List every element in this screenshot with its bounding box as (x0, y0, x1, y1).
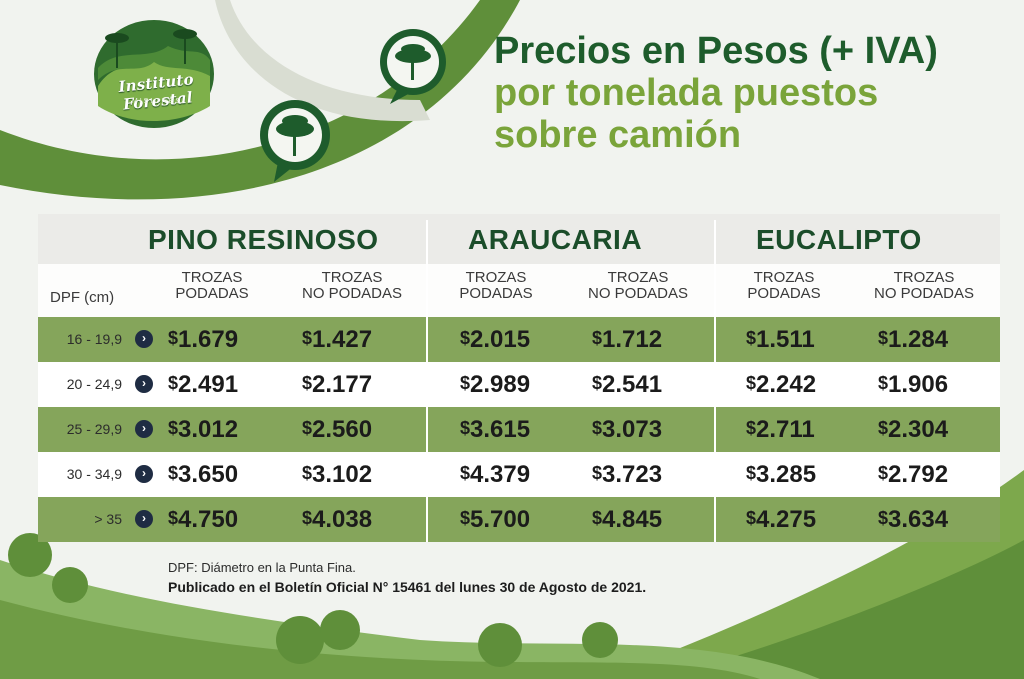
chevron-right-icon: › (135, 510, 153, 528)
page-title: Precios en Pesos (+ IVA) por tonelada pu… (494, 30, 1014, 156)
price-cell: $3.102 (302, 461, 373, 488)
species-eucalipto: EUCALIPTO (756, 224, 922, 255)
subheader-trozas-no-podadas: TROZAS NO PODADAS (301, 269, 403, 302)
chevron-right-icon: › (135, 420, 153, 438)
chevron-right-icon: › (135, 330, 153, 348)
price-cell: $4.845 (592, 506, 663, 533)
species-pino-resinoso: PINO RESINOSO (148, 224, 379, 255)
price-cell: $4.750 (168, 506, 239, 533)
price-cell: $4.275 (746, 506, 817, 533)
price-cell: $1.427 (302, 326, 373, 353)
footnote-source: Publicado en el Boletín Oficial N° 15461… (168, 579, 647, 595)
column-divider (426, 220, 428, 542)
price-cell: $4.379 (460, 461, 531, 488)
price-cell: $3.285 (746, 461, 817, 488)
subheader-trozas-no-podadas: TROZAS NO PODADAS (873, 269, 975, 302)
table-header-band (38, 214, 1000, 264)
price-cell: $2.560 (302, 416, 373, 443)
price-cell: $2.989 (460, 371, 531, 398)
price-cell: $2.541 (592, 371, 663, 398)
subheader-trozas-podadas: TROZAS PODADAS (747, 269, 821, 302)
chevron-right-icon: › (135, 375, 153, 393)
subheader-trozas-podadas: TROZAS PODADAS (175, 269, 249, 302)
row-label: > 35 (94, 511, 122, 527)
price-cell: $2.015 (460, 326, 531, 353)
price-cell: $4.038 (302, 506, 373, 533)
table-row (38, 497, 1000, 542)
title-line-3: sobre camión (494, 114, 742, 156)
table-row (38, 452, 1000, 497)
araucaria-tree-bubble-icon (380, 29, 446, 104)
price-cell: $3.650 (168, 461, 239, 488)
price-cell: $5.700 (460, 506, 531, 533)
price-cell: $1.511 (746, 326, 815, 353)
subheader-trozas-no-podadas: TROZAS NO PODADAS (587, 269, 689, 302)
price-cell: $1.284 (878, 326, 949, 353)
price-cell: $3.012 (168, 416, 239, 443)
price-cell: $3.073 (592, 416, 663, 443)
araucaria-tree-bubble-icon (260, 100, 330, 182)
column-divider (714, 220, 716, 542)
chevron-right-icon: › (135, 465, 153, 483)
row-header-dpf: DPF (cm) (50, 289, 115, 306)
price-cell: $1.712 (592, 326, 663, 353)
footnote-dpf: DPF: Diámetro en la Punta Fina. (168, 560, 356, 575)
price-cell: $2.792 (878, 461, 949, 488)
price-cell: $2.242 (746, 371, 817, 398)
table-row (38, 407, 1000, 452)
price-cell: $1.906 (878, 371, 949, 398)
title-line-1: Precios en Pesos (+ IVA) (494, 30, 938, 72)
subheader-trozas-podadas: TROZAS PODADAS (459, 269, 533, 302)
price-cell: $3.723 (592, 461, 663, 488)
row-label: 16 - 19,9 (66, 331, 122, 347)
table-row (38, 317, 1000, 362)
price-cell: $2.304 (878, 416, 949, 443)
price-cell: $2.177 (302, 371, 373, 398)
row-label: 30 - 34,9 (66, 466, 122, 482)
title-line-2: por tonelada puestos (494, 72, 879, 114)
table-row (38, 362, 1000, 407)
price-cell: $1.679 (168, 326, 239, 353)
price-cell: $3.615 (460, 416, 531, 443)
price-cell: $2.711 (746, 416, 815, 443)
logo-subtitle: MISIONES (131, 98, 183, 105)
price-cell: $3.634 (878, 506, 949, 533)
instituto-forestal-logo (94, 20, 214, 128)
price-cell: $2.491 (168, 371, 239, 398)
row-label: 20 - 24,9 (66, 376, 122, 392)
species-araucaria: ARAUCARIA (468, 224, 643, 255)
row-label: 25 - 29,9 (66, 421, 122, 437)
